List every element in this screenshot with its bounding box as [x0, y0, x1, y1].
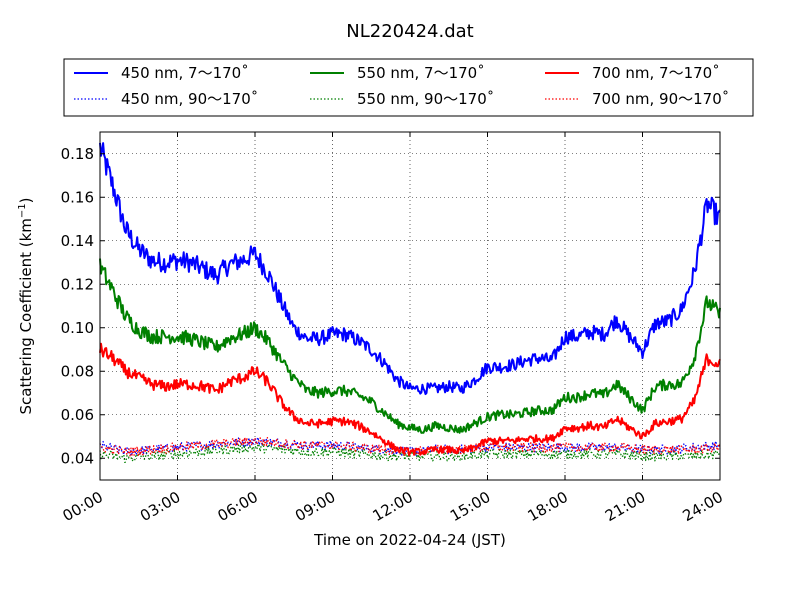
x-tick-label: 24:00 [680, 488, 726, 525]
y-tick-label: 0.10 [61, 319, 94, 337]
x-tick-label: 15:00 [447, 488, 493, 525]
legend-label: 550 nm, 90～170˚ [357, 90, 494, 108]
y-tick-label: 0.06 [61, 406, 94, 424]
x-tick-labels: 00:00 03:00 06:00 09:00 12:00 15:00 18:00 21:00… [60, 488, 726, 525]
y-axis-label-main: Scattering Coefficient (km [17, 218, 35, 414]
y-tick-label: 0.04 [61, 449, 94, 467]
legend: 450 nm, 7～170˚ 550 nm, 7～170˚ 700 nm, 7～17… [64, 59, 753, 116]
y-tick-label: 0.14 [61, 232, 94, 250]
x-tick-label: 06:00 [215, 488, 261, 525]
scattering-chart: NL220424.dat 450 nm, 7～170˚ 550 nm, 7～170… [0, 0, 800, 600]
x-tick-label: 21:00 [602, 488, 648, 525]
x-tick-label: 09:00 [292, 488, 338, 525]
x-tick-label: 18:00 [525, 488, 571, 525]
x-axis-label: Time on 2022-04-24 (JST) [313, 531, 506, 549]
legend-label: 550 nm, 7～170˚ [357, 64, 485, 82]
chart-title: NL220424.dat [346, 21, 473, 42]
y-axis-label-close: ) [17, 197, 35, 203]
x-tick-label: 12:00 [370, 488, 416, 525]
legend-label: 700 nm, 7～170˚ [592, 64, 720, 82]
y-axis-label: Scattering Coefficient (km−1) [17, 197, 35, 414]
x-tick-label: 03:00 [137, 488, 183, 525]
legend-label: 450 nm, 90～170˚ [121, 90, 258, 108]
y-tick-label: 0.18 [61, 145, 94, 163]
x-tick-label: 00:00 [60, 488, 106, 525]
y-tick-label: 0.16 [61, 188, 94, 206]
y-tick-label: 0.12 [61, 275, 94, 293]
y-axis-label-sup: −1 [17, 203, 28, 218]
legend-label: 450 nm, 7～170˚ [121, 64, 249, 82]
legend-label: 700 nm, 90～170˚ [592, 90, 729, 108]
y-tick-label: 0.08 [61, 362, 94, 380]
y-tick-labels: 0.04 0.06 0.08 0.10 0.12 0.14 0.16 0.18 [61, 145, 94, 468]
